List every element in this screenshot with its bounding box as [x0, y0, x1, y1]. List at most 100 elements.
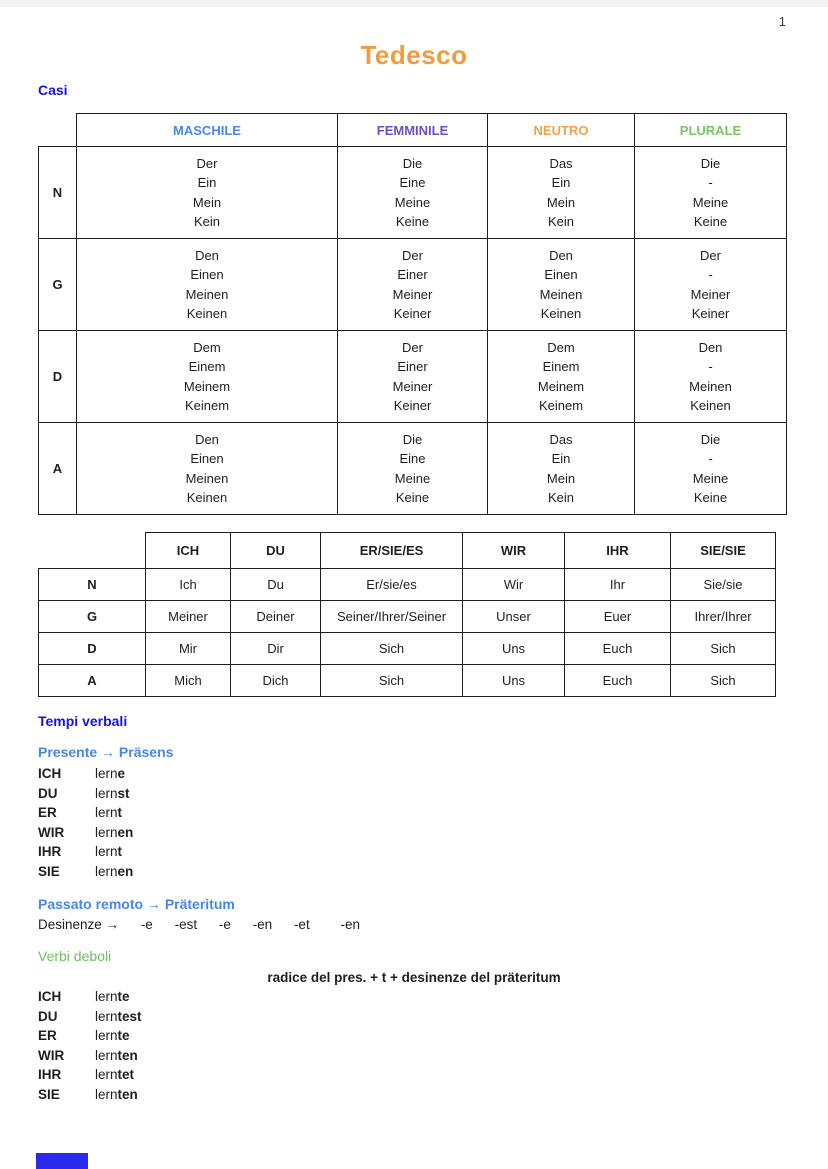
pronoun-label: SIE — [38, 1086, 60, 1102]
conjugation-row: WIR lernen — [38, 823, 828, 843]
pronoun-label: DU — [38, 1008, 58, 1024]
praeteritum-conjugation-list: ICH lernte DU lerntest ER lernte WIR lernten… — [38, 987, 828, 1104]
column-header-plurale: PLURALE — [634, 113, 787, 147]
table-header-row: MASCHILE FEMMINILE NEUTRO PLURALE — [39, 113, 787, 147]
conjugation-row: DU lernst — [38, 784, 828, 804]
cell-g-femminile: Der Einer Meiner Keiner — [337, 238, 488, 331]
cell-a-du: Dich — [230, 664, 321, 697]
cell-a-ihr: Euch — [564, 664, 671, 697]
pronoun-label: WIR — [38, 824, 65, 840]
desinenza: -e — [140, 917, 153, 932]
verb-form: lernte — [95, 1028, 130, 1043]
table-row: A Mich Dich Sich Uns Euch Sich — [38, 664, 776, 697]
table-header-row: ICH DU ER/SIE/ES WIR IHR SIE/SIE — [39, 532, 776, 569]
praesens-conjugation-list: ICH lerne DU lernst ER lernt WIR lernen IHR l… — [38, 764, 828, 881]
corner-blank-cell — [39, 533, 146, 569]
table-row: G Meiner Deiner Seiner/Ihrer/Seiner Unse… — [38, 600, 776, 633]
verb-form: lernst — [95, 785, 130, 801]
cell-a-er: Sich — [320, 664, 463, 697]
desinenza: -en — [252, 917, 273, 932]
cell-g-plurale: Der - Meiner Keiner — [634, 238, 787, 331]
weak-verb-rule: radice del pres. + t + desinenze del prä… — [267, 970, 561, 985]
cell-n-plurale: Die - Meine Keine — [634, 146, 787, 239]
heading-casi: Casi — [38, 82, 68, 98]
cell-a-ich: Mich — [145, 664, 231, 697]
row-label-d: D — [38, 632, 146, 665]
column-header-sie-sie: SIE/SIE — [670, 532, 776, 569]
column-header-ihr: IHR — [564, 532, 671, 569]
cell-d-wir: Uns — [462, 632, 565, 665]
cell-g-wir: Unser — [462, 600, 565, 633]
verb-form: lernt — [95, 844, 123, 859]
cell-d-du: Dir — [230, 632, 321, 665]
cell-n-du: Du — [230, 568, 321, 601]
row-label-a: A — [38, 664, 146, 697]
table-row: D Mir Dir Sich Uns Euch Sich — [38, 632, 776, 665]
conjugation-row: ICH lernte — [38, 987, 828, 1007]
cell-g-du: Deiner — [230, 600, 321, 633]
pronoun-label: IHR — [38, 844, 62, 859]
row-label-n: N — [38, 146, 77, 239]
desinenza: -et — [293, 917, 310, 932]
cell-g-er: Seiner/Ihrer/Seiner — [320, 600, 463, 633]
cell-d-ihr: Euch — [564, 632, 671, 665]
row-label-d: D — [38, 330, 77, 423]
column-header-neutro: NEUTRO — [487, 113, 635, 147]
cell-n-neutro: Das Ein Mein Kein — [487, 146, 635, 239]
conjugation-row: IHR lernt — [38, 842, 828, 862]
cell-g-neutro: Den Einen Meinen Keinen — [487, 238, 635, 331]
pronoun-label: ER — [38, 805, 57, 820]
case-declension-table: MASCHILE FEMMINILE NEUTRO PLURALE N Der … — [38, 113, 787, 515]
cell-n-ich: Ich — [145, 568, 231, 601]
row-label-g: G — [38, 600, 146, 633]
cell-g-sie: Ihrer/Ihrer — [670, 600, 776, 633]
heading-verbi-deboli: Verbi deboli — [38, 948, 112, 964]
cell-g-ich: Meiner — [145, 600, 231, 633]
table-row: N Der Ein Mein Kein Die Eine Meine Keine… — [38, 146, 787, 239]
column-header-wir: WIR — [462, 532, 565, 569]
verb-form: lernte — [95, 989, 130, 1004]
cell-a-neutro: Das Ein Mein Kein — [487, 422, 635, 515]
conjugation-row: WIR lernten — [38, 1046, 828, 1066]
table-row: D Dem Einem Meinem Keinem Der Einer Mein… — [38, 330, 787, 423]
conjugation-row: ER lernte — [38, 1026, 828, 1046]
cell-n-maschile: Der Ein Mein Kein — [76, 146, 338, 239]
verb-form: lernen — [95, 863, 134, 879]
pronoun-declension-table: ICH DU ER/SIE/ES WIR IHR SIE/SIE N Ich D… — [38, 532, 776, 697]
conjugation-row: SIE lernten — [38, 1085, 828, 1105]
desinenza: -e — [218, 917, 231, 932]
verb-form: lernt — [95, 805, 123, 820]
desinenza: -est — [174, 917, 198, 932]
pronoun-label: DU — [38, 785, 58, 801]
heading-passato-remoto: Passato remoto → Präteritum — [38, 896, 235, 912]
pronoun-label: IHR — [38, 1067, 62, 1082]
cell-a-femminile: Die Eine Meine Keine — [337, 422, 488, 515]
verb-form: lernten — [95, 1086, 138, 1102]
cell-g-ihr: Euer — [564, 600, 671, 633]
cell-d-maschile: Dem Einem Meinem Keinem — [76, 330, 338, 423]
cell-d-sie: Sich — [670, 632, 776, 665]
row-label-n: N — [38, 568, 146, 601]
column-header-du: DU — [230, 532, 321, 569]
table-row: A Den Einen Meinen Keinen Die Eine Meine… — [38, 422, 787, 515]
cell-n-femminile: Die Eine Meine Keine — [337, 146, 488, 239]
cell-n-ihr: Ihr — [564, 568, 671, 601]
page-number: 1 — [778, 14, 786, 29]
verb-form: lerne — [95, 766, 126, 781]
cell-a-maschile: Den Einen Meinen Keinen — [76, 422, 338, 515]
conjugation-row: SIE lernen — [38, 862, 828, 882]
pronoun-label: WIR — [38, 1047, 65, 1063]
heading-presente: Presente → Präsens — [38, 744, 174, 760]
desinenze-label: Desinenze → — [38, 917, 120, 932]
column-header-femminile: FEMMINILE — [337, 113, 488, 147]
cell-n-er: Er/sie/es — [320, 568, 463, 601]
desinenza: -en — [340, 917, 360, 932]
cell-n-sie: Sie/sie — [670, 568, 776, 601]
cell-a-sie: Sich — [670, 664, 776, 697]
pronoun-label: SIE — [38, 863, 60, 879]
pronoun-label: ER — [38, 1028, 57, 1043]
conjugation-row: DU lerntest — [38, 1007, 828, 1027]
verb-form: lerntet — [95, 1067, 135, 1082]
column-header-er-sie-es: ER/SIE/ES — [320, 532, 463, 569]
